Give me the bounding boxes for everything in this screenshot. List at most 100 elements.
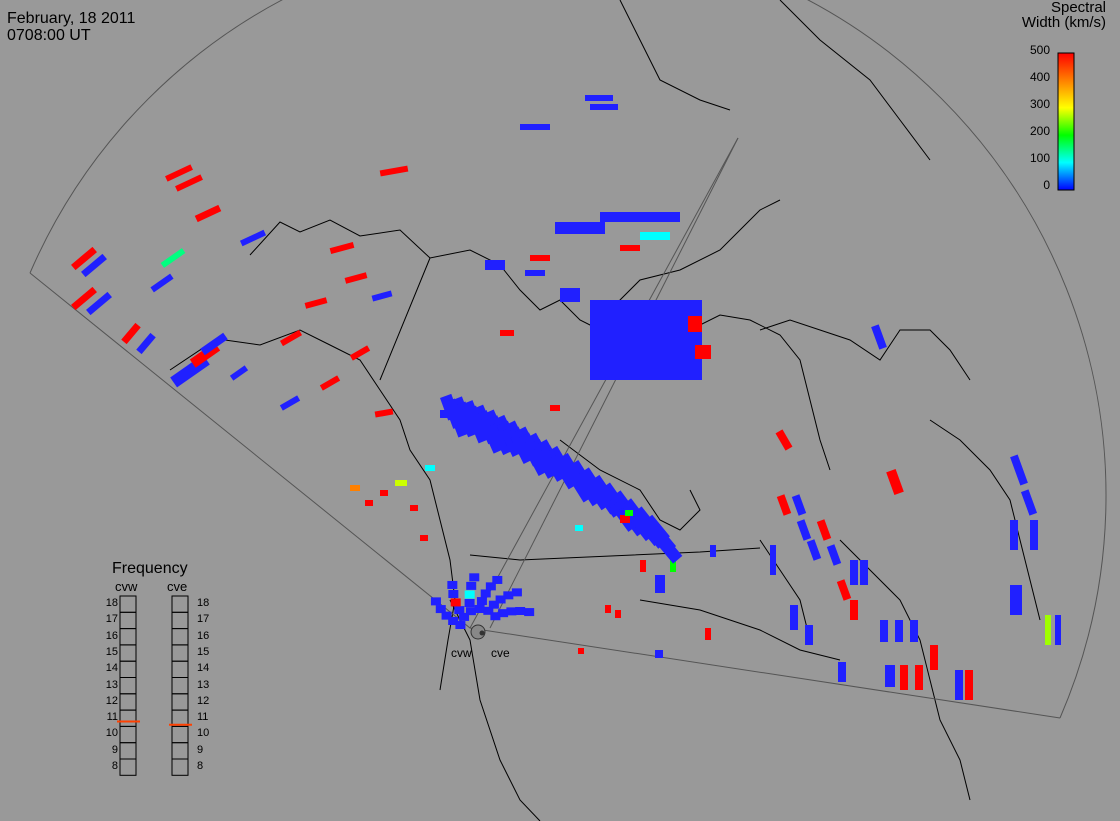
spectral-width-cell [836,579,852,601]
spectral-width-cell [150,273,174,293]
color-scale-bar [1057,52,1075,191]
spectral-width-cell [1030,520,1038,550]
frequency-box [171,611,189,630]
spectral-width-cell [965,670,973,700]
spectral-width-cell [618,316,632,332]
frequency-box [171,677,189,695]
spectral-width-cell [604,364,618,380]
frequency-box [119,725,137,744]
frequency-box [171,595,189,613]
scale-tick: 100 [1029,151,1050,165]
spectral-width-cell [344,272,368,284]
spectral-width-cell [464,590,475,599]
spectral-width-cell [585,95,613,101]
spectral-width-cell [1020,489,1038,516]
spectral-width-cell [710,545,716,557]
spectral-width-cell [476,597,487,606]
frequency-box [119,742,137,760]
spectral-width-cell [530,255,550,261]
spectral-width-cell [895,620,903,642]
frequency-scale-label-right: 8 [197,760,204,772]
spectral-width-cell [469,573,480,582]
spectral-width-cell [590,348,604,364]
spectral-width-cell [480,589,491,598]
spectral-width-cell [674,300,688,316]
color-scale-title-line2: Width (km/s) [1021,14,1106,31]
spectral-width-cell [474,605,485,614]
frequency-scale-label-left: 16 [105,629,118,642]
spectral-width-cell [632,364,646,380]
spectral-width-cell [816,519,832,541]
spectral-width-cell [590,332,604,348]
spectral-width-cell [448,616,459,625]
spectral-width-cell [175,174,203,192]
spectral-width-cell [688,332,702,348]
spectral-width-cell [590,104,618,110]
spectral-width-cell [304,297,328,309]
spectral-width-cell [660,364,674,380]
spectral-width-cell [655,650,663,658]
spectral-width-cell [805,625,813,645]
spectral-width-cell [448,589,459,598]
spectral-width-cell [560,288,580,302]
frequency-scale-label-left: 9 [111,743,118,756]
frequency-scale-label-right: 11 [197,711,209,724]
frequency-box [119,611,137,630]
frequency-scale-label-right: 16 [197,629,210,642]
spectral-width-cell [618,300,632,316]
spectral-width-cell [441,611,452,620]
time-label: 0708:00 UT [7,27,91,44]
date-label: February, 18 2011 [7,10,136,27]
frequency-box [171,725,189,744]
spectral-width-cell [646,332,660,348]
spectral-width-cell [365,500,373,506]
spectral-width-cell [194,204,222,223]
spectral-width-cell [660,348,674,364]
spectral-width-cell [625,510,633,516]
spectral-width-cell [425,465,435,471]
frequency-title: Frequency [112,560,188,577]
spectral-width-cell [885,665,895,687]
frequency-scale-label-right: 9 [197,743,204,756]
spectral-width-cell [915,665,923,690]
frequency-box [171,742,189,760]
frequency-scale-label-left: 14 [105,662,118,675]
frequency-scale-label-left: 15 [105,645,118,658]
spectral-width-cell [688,300,702,316]
frequency-scale-label-left: 12 [105,694,118,707]
spectral-width-cell [1045,615,1051,645]
spectral-width-cell [1055,615,1061,645]
spectral-width-cell [349,345,371,361]
spectral-width-cell [850,600,858,620]
spectral-width-cell [886,469,904,495]
spectral-width-cell [620,245,640,251]
spectral-width-cell [646,364,660,380]
spectral-width-cell [674,332,688,348]
spectral-width-cell [578,648,584,654]
frequency-scale-label-right: 10 [197,727,210,740]
spectral-width-cell [550,405,560,411]
spectral-width-cell [1010,520,1018,550]
spectral-width-cell [229,365,249,381]
spectral-width-cell [524,608,535,617]
spectral-width-cell [490,612,501,621]
spectral-width-cell [511,588,522,597]
spectral-width-cell [1010,454,1028,486]
spectral-width-cell [604,300,618,316]
spectral-width-cell [775,429,793,451]
spectral-width-cell [485,582,496,591]
spectral-width-cell [279,395,301,411]
spectral-width-cell [660,300,674,316]
spectral-width-cell [590,364,604,380]
spectral-width-cell [485,260,505,270]
frequency-box [171,758,189,776]
spectral-width-cell [618,348,632,364]
spectral-width-cell [900,665,908,690]
frequency-box [119,693,137,711]
site-label-cve: cve [491,646,510,660]
spectral-width-cell [430,597,441,606]
spectral-width-cell [464,599,475,608]
frequency-box [119,758,137,776]
spectral-width-cell [695,345,711,359]
spectral-width-cell [871,324,887,350]
